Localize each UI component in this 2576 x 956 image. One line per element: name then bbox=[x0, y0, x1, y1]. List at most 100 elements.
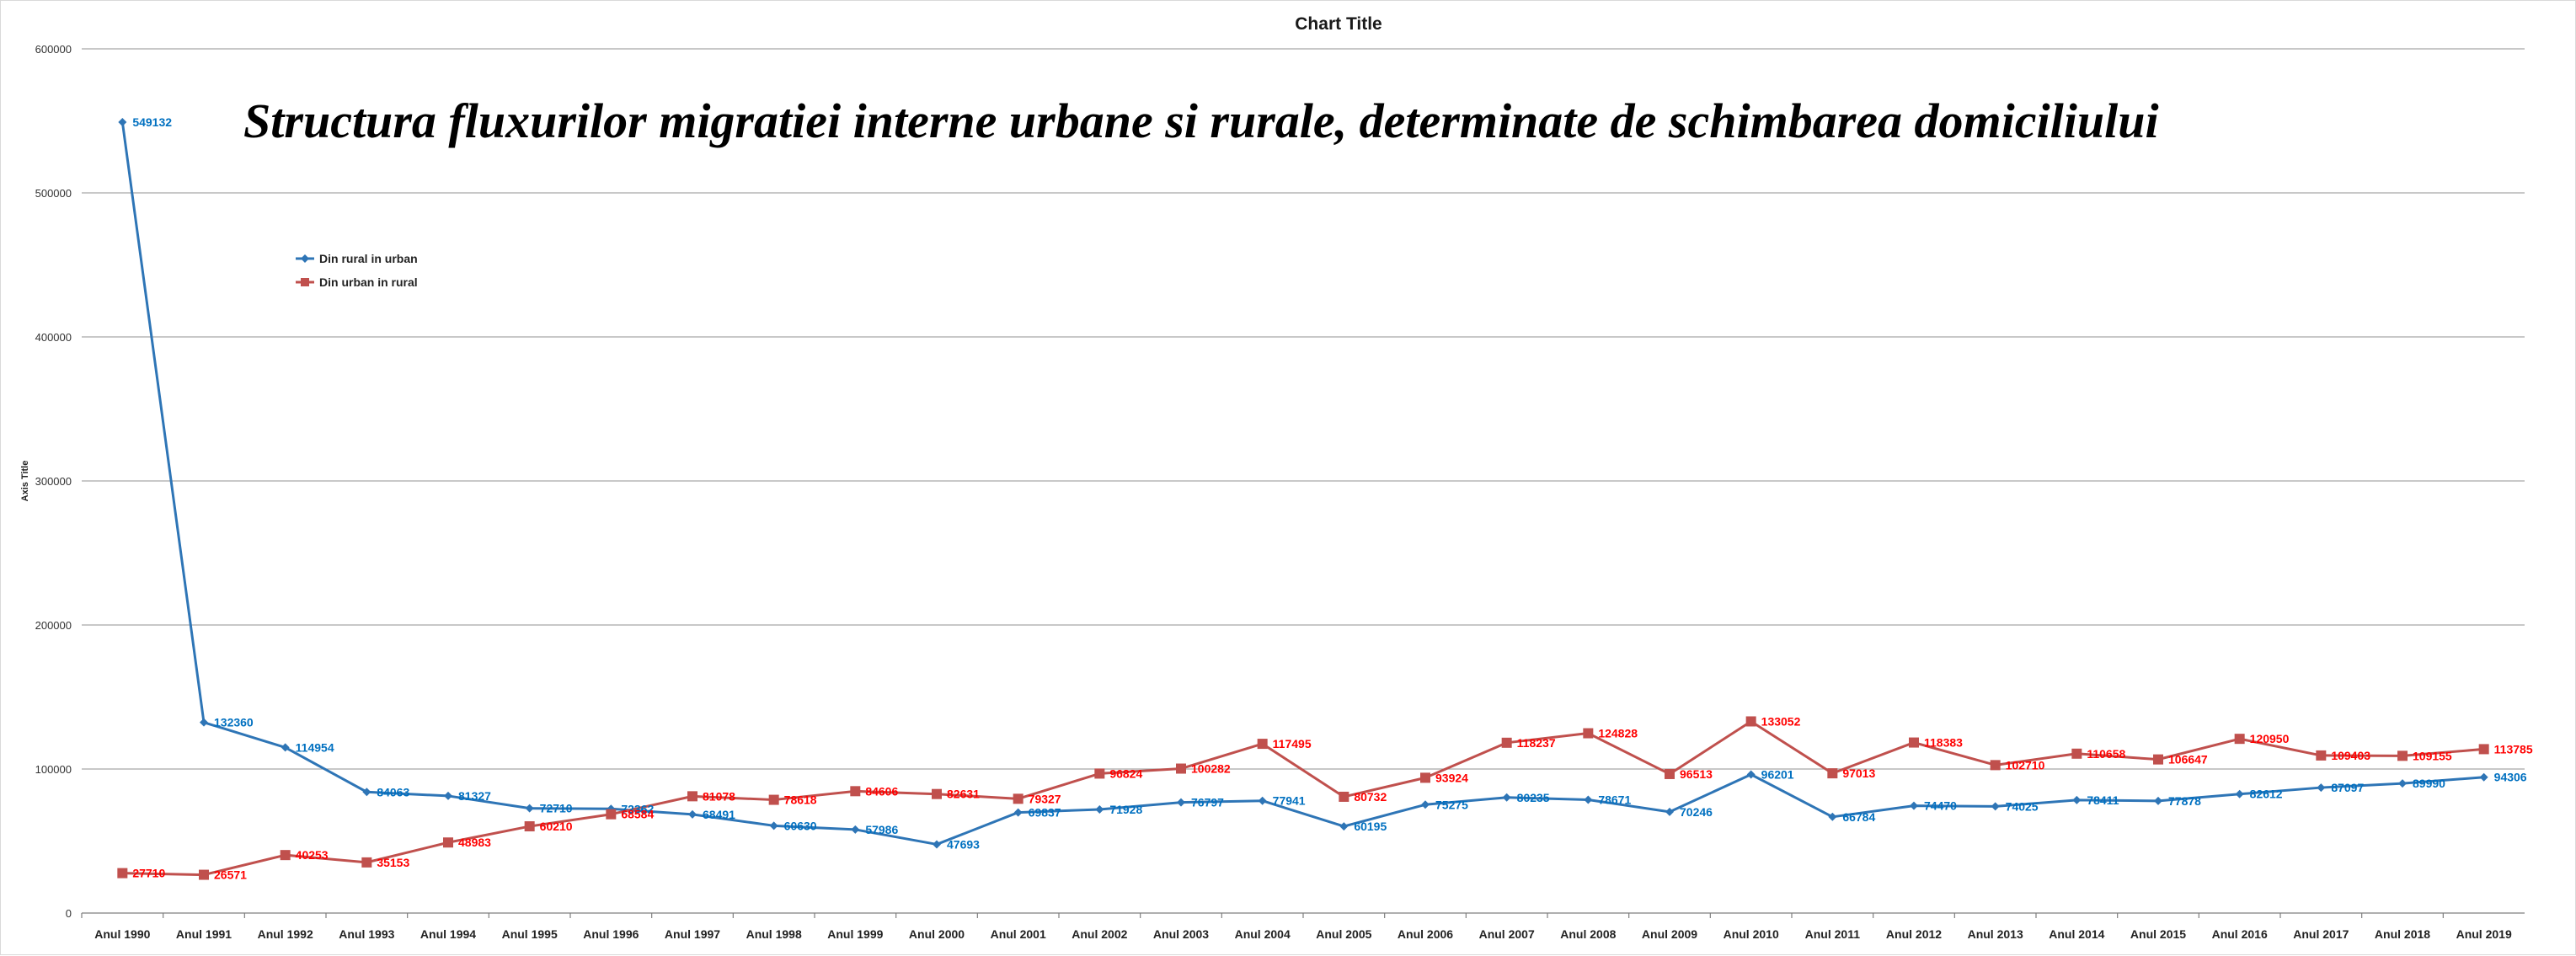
x-tick-label: Anul 1994 bbox=[420, 927, 476, 941]
data-point bbox=[281, 743, 290, 752]
data-point bbox=[444, 791, 452, 800]
data-point bbox=[2234, 734, 2245, 745]
data-label: 82612 bbox=[2250, 788, 2283, 801]
x-tick-label: Anul 2003 bbox=[1153, 927, 1209, 941]
data-label: 110658 bbox=[2087, 747, 2125, 761]
data-label: 80732 bbox=[1354, 790, 1387, 804]
data-label: 96824 bbox=[1109, 766, 1142, 780]
data-label: 109155 bbox=[2413, 749, 2452, 762]
data-point bbox=[688, 809, 697, 819]
legend-item-urban-to-rural: Din urban in rural bbox=[296, 275, 418, 289]
data-label: 113785 bbox=[2494, 742, 2533, 756]
series-group bbox=[117, 117, 2489, 880]
data-label: 84063 bbox=[377, 785, 409, 798]
data-point bbox=[1990, 760, 2001, 771]
data-label: 35153 bbox=[377, 856, 409, 869]
data-label: 82631 bbox=[947, 788, 980, 801]
data-point bbox=[850, 786, 861, 797]
data-label: 77941 bbox=[1273, 794, 1306, 808]
data-point bbox=[1176, 763, 1186, 774]
data-point bbox=[1501, 737, 1512, 748]
x-tick-label: Anul 2015 bbox=[2130, 927, 2186, 941]
data-label: 27710 bbox=[132, 867, 165, 880]
data-point bbox=[1339, 822, 1349, 831]
data-label: 117495 bbox=[1273, 737, 1312, 750]
data-point bbox=[1745, 716, 1756, 727]
data-point bbox=[687, 791, 697, 802]
data-label: 66784 bbox=[1842, 810, 1875, 824]
data-point bbox=[199, 869, 209, 880]
legend: Din rural in urban Din urban in rural bbox=[296, 252, 418, 289]
data-point bbox=[1991, 802, 2000, 811]
data-label: 118237 bbox=[1517, 736, 1556, 750]
data-point bbox=[1827, 768, 1838, 779]
data-label: 78671 bbox=[1598, 793, 1631, 806]
data-point bbox=[524, 821, 535, 832]
x-tick-label: Anul 2001 bbox=[991, 927, 1046, 941]
gridlines bbox=[82, 48, 2525, 914]
x-tick-label: Anul 2012 bbox=[1886, 927, 1942, 941]
data-label: 96513 bbox=[1680, 767, 1713, 781]
data-label: 87097 bbox=[2331, 781, 2364, 794]
data-point bbox=[1013, 793, 1023, 804]
data-label: 72362 bbox=[621, 802, 654, 815]
data-label: 60210 bbox=[540, 820, 573, 833]
data-point bbox=[1339, 791, 1349, 802]
data-point bbox=[117, 868, 128, 879]
data-point bbox=[1094, 768, 1105, 779]
series-line-urban-to-rural bbox=[122, 719, 2484, 877]
data-point bbox=[2478, 744, 2489, 755]
x-tick-label: Anul 2007 bbox=[1479, 927, 1535, 941]
data-point bbox=[1828, 812, 1837, 821]
data-point bbox=[2235, 789, 2244, 798]
data-label: 549132 bbox=[132, 115, 172, 129]
data-label: 106647 bbox=[2168, 753, 2208, 766]
data-point bbox=[2072, 795, 2082, 804]
data-label: 102710 bbox=[2006, 758, 2045, 772]
data-point bbox=[1013, 808, 1023, 817]
data-point bbox=[1177, 798, 1185, 807]
x-tick-label: Anul 1999 bbox=[827, 927, 883, 941]
x-tick-label: Anul 2010 bbox=[1724, 927, 1779, 941]
data-label: 72710 bbox=[540, 802, 573, 815]
data-point bbox=[1502, 793, 1511, 802]
x-tick-label: Anul 2006 bbox=[1398, 927, 1453, 941]
data-label: 60630 bbox=[784, 819, 817, 832]
y-tick-label: 100000 bbox=[35, 763, 72, 776]
data-point bbox=[2153, 754, 2163, 765]
x-tick-label: Anul 2002 bbox=[1072, 927, 1127, 941]
data-point bbox=[1258, 796, 1267, 805]
y-tick-label: 400000 bbox=[35, 331, 72, 344]
y-tick-label: 300000 bbox=[35, 475, 72, 488]
data-label: 70246 bbox=[1680, 805, 1713, 819]
data-label: 68584 bbox=[621, 808, 654, 821]
x-tick-label: Anul 2005 bbox=[1316, 927, 1371, 941]
data-label: 118383 bbox=[1924, 736, 1963, 750]
data-point bbox=[525, 804, 534, 813]
x-tick-label: Anul 1996 bbox=[583, 927, 639, 941]
data-label: 133052 bbox=[1761, 714, 1801, 728]
data-label: 81078 bbox=[703, 789, 735, 803]
x-tick-label: Anul 1995 bbox=[502, 927, 558, 941]
data-label: 77878 bbox=[2168, 794, 2201, 808]
data-label: 68491 bbox=[703, 808, 735, 821]
data-label: 78411 bbox=[2087, 793, 2119, 807]
data-point bbox=[280, 850, 291, 861]
x-tick-label: Anul 2004 bbox=[1235, 927, 1291, 941]
data-point bbox=[769, 821, 778, 830]
data-point bbox=[1584, 795, 1593, 804]
data-label: 132360 bbox=[214, 716, 254, 729]
chart-title: Chart Title bbox=[1295, 14, 1382, 34]
series-line-rural-to-urban bbox=[120, 121, 2484, 846]
x-tick-label: Anul 1990 bbox=[94, 927, 150, 941]
data-point bbox=[362, 788, 371, 797]
data-label: 89990 bbox=[2413, 777, 2445, 790]
data-point bbox=[933, 840, 941, 849]
data-label: 76797 bbox=[1191, 796, 1224, 809]
data-point bbox=[2071, 748, 2082, 759]
y-tick-label: 500000 bbox=[35, 187, 72, 200]
data-label: 100282 bbox=[1191, 762, 1231, 776]
data-point bbox=[200, 718, 208, 727]
data-point bbox=[2317, 783, 2326, 793]
